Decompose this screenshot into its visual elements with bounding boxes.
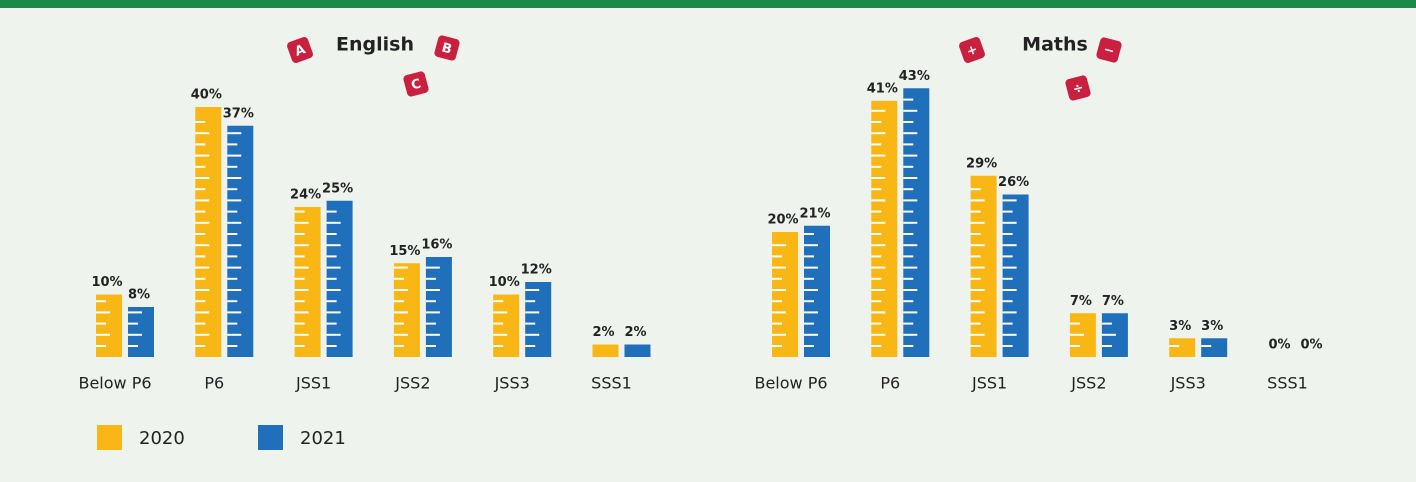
icon: − — [1096, 37, 1122, 63]
bar — [970, 175, 997, 357]
bar — [624, 344, 651, 357]
value-label: 2% — [592, 325, 614, 340]
icon-box — [1096, 37, 1122, 63]
x-tick-label: JSS2 — [394, 374, 430, 393]
value-label: 2% — [624, 325, 646, 340]
bar — [128, 307, 154, 357]
value-label: 16% — [421, 238, 452, 253]
icon-label: A — [293, 42, 308, 60]
bar — [1201, 338, 1228, 357]
value-label: 10% — [489, 275, 520, 290]
bar — [525, 282, 552, 357]
x-tick-label: P6 — [204, 374, 224, 393]
chart-title: Maths — [1022, 34, 1088, 56]
value-label: 12% — [521, 263, 552, 278]
value-label: 24% — [290, 188, 321, 203]
icon-label: + — [965, 42, 980, 60]
icon-box — [1065, 75, 1091, 101]
bar — [1002, 194, 1029, 357]
legend-label: 2020 — [139, 428, 185, 449]
value-label: 40% — [191, 88, 222, 103]
x-tick-label: P6 — [880, 374, 900, 393]
icon: C — [403, 71, 429, 97]
icon-box — [959, 37, 985, 63]
legend-swatch — [97, 425, 122, 450]
x-tick-label: Below P6 — [754, 374, 827, 393]
x-tick-label: JSS1 — [971, 374, 1007, 393]
icon: B — [434, 35, 460, 61]
value-label: 3% — [1169, 319, 1191, 334]
x-tick-label: SSS1 — [591, 374, 632, 393]
bar — [871, 100, 898, 357]
value-label: 25% — [322, 181, 353, 196]
value-label: 15% — [389, 244, 420, 259]
value-label: 43% — [899, 69, 930, 84]
x-tick-label: JSS3 — [1170, 374, 1206, 393]
x-tick-label: SSS1 — [1267, 374, 1308, 393]
icon: A — [287, 37, 313, 63]
x-tick-label: JSS1 — [295, 374, 331, 393]
chart-title: English — [336, 34, 414, 56]
value-label: 8% — [128, 288, 150, 303]
x-tick-label: JSS2 — [1070, 374, 1106, 393]
value-label: 20% — [767, 213, 798, 228]
value-label: 37% — [223, 106, 254, 121]
bar — [425, 257, 452, 357]
bar — [96, 294, 122, 357]
value-label: 26% — [998, 175, 1029, 190]
value-label: 7% — [1102, 294, 1124, 309]
top-bar — [0, 0, 1416, 8]
value-label: 29% — [966, 156, 997, 171]
x-tick-label: JSS3 — [494, 374, 530, 393]
value-label: 10% — [91, 275, 122, 290]
value-label: 0% — [1300, 338, 1322, 353]
legend-label: 2021 — [300, 428, 346, 449]
bar — [772, 232, 798, 357]
legend-swatch — [258, 425, 283, 450]
x-tick-label: Below P6 — [78, 374, 151, 393]
bar — [294, 207, 321, 357]
icon: ÷ — [1065, 75, 1091, 101]
value-label: 41% — [867, 81, 898, 96]
bar — [592, 344, 619, 357]
bar — [227, 125, 254, 357]
bar — [493, 294, 520, 357]
icon-label: − — [1102, 42, 1116, 59]
value-label: 7% — [1070, 294, 1092, 309]
value-label: 0% — [1268, 338, 1290, 353]
icon-label: C — [410, 76, 423, 93]
icon-box — [403, 71, 429, 97]
bar — [195, 107, 222, 357]
icon-label: B — [440, 40, 453, 57]
value-label: 21% — [799, 206, 830, 221]
bar — [1169, 338, 1196, 357]
icon-box — [287, 37, 313, 63]
bar — [393, 263, 420, 357]
icon: + — [959, 37, 985, 63]
icon-box — [434, 35, 460, 61]
icon-label: ÷ — [1071, 80, 1085, 97]
value-label: 3% — [1201, 319, 1223, 334]
